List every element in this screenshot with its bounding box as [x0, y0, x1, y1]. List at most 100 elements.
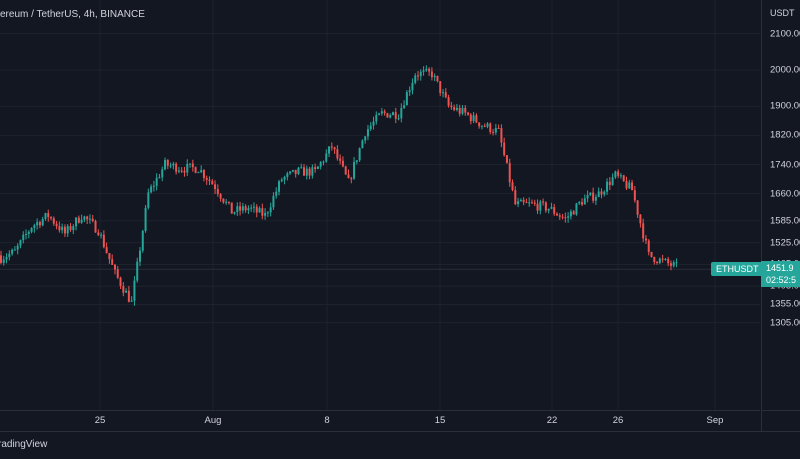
candle-body	[108, 253, 111, 260]
candle	[628, 179, 631, 189]
candle-body	[603, 191, 606, 195]
candle-body	[425, 68, 428, 71]
candle-body	[650, 251, 653, 257]
candle	[155, 173, 158, 191]
candle-body	[319, 162, 322, 167]
candle-body	[386, 113, 389, 118]
candle	[436, 75, 439, 83]
candle-body	[417, 75, 419, 77]
candle	[408, 86, 411, 97]
candle	[642, 218, 645, 243]
candle	[11, 248, 14, 256]
candle-body	[658, 258, 661, 263]
price-tick-label: 2100.00	[770, 28, 800, 40]
tradingview-logo[interactable]: radingView	[0, 439, 48, 450]
candle-body	[628, 182, 631, 189]
candle-body	[33, 225, 36, 229]
candle	[647, 239, 650, 256]
candle-body	[378, 113, 381, 115]
candle-body	[408, 90, 411, 93]
candle-body	[261, 208, 264, 216]
candle-body	[517, 201, 520, 205]
candle-body	[483, 125, 486, 127]
time-tick-label: Sep	[706, 415, 724, 426]
candle	[72, 224, 75, 235]
chart-pane[interactable]: ereum / TetherUS, 4h, BINANCE	[0, 0, 760, 410]
candle	[575, 202, 578, 216]
candle-body	[439, 81, 442, 94]
candle-body	[83, 216, 86, 220]
candle	[322, 160, 325, 166]
candle-body	[289, 171, 292, 174]
candle-body	[325, 153, 328, 162]
candle	[233, 211, 236, 215]
candle	[30, 227, 33, 234]
candle-body	[455, 107, 458, 110]
candle-body	[38, 222, 41, 226]
candle	[644, 235, 647, 244]
candle	[442, 89, 445, 98]
candle	[225, 198, 228, 205]
candle	[8, 250, 11, 261]
candle	[208, 176, 211, 185]
candle-body	[675, 262, 678, 264]
candle-body	[350, 178, 353, 180]
candle-body	[581, 202, 584, 205]
candle-body	[494, 127, 497, 133]
candle	[108, 253, 111, 264]
candle	[241, 202, 244, 214]
candlestick-plot[interactable]	[0, 0, 760, 410]
candle	[405, 89, 408, 106]
candle-body	[252, 206, 255, 208]
time-axis[interactable]: 25 Aug 8 15 22 26 Sep	[0, 410, 760, 431]
price-axis[interactable]: USDT 2100.00 2000.00 1900.00 1820.00 1740.00…	[761, 0, 800, 410]
candle-body	[136, 261, 139, 281]
candle-body	[280, 179, 283, 182]
candle-body	[22, 234, 25, 241]
candle	[303, 164, 306, 176]
candle	[33, 223, 36, 233]
price-tick-label: 2000.00	[770, 64, 800, 76]
candle	[333, 146, 336, 154]
candle	[116, 266, 119, 280]
candle-body	[75, 217, 78, 227]
candle-body	[539, 201, 542, 211]
last-price-value: 1451.9	[766, 263, 794, 274]
candle	[189, 163, 192, 168]
candle-body	[225, 201, 228, 203]
candle	[172, 161, 175, 170]
candle	[58, 221, 61, 233]
candle-body	[536, 203, 539, 211]
candle-body	[542, 201, 545, 203]
symbol-legend[interactable]: ereum / TetherUS, 4h, BINANCE	[0, 9, 145, 20]
candle-body	[622, 175, 625, 182]
price-tick-label: 1585.00	[770, 215, 800, 227]
candle-body	[503, 142, 506, 156]
candle-body	[380, 111, 383, 114]
candle-body	[458, 107, 461, 114]
candle-body	[330, 146, 333, 148]
candle-body	[300, 167, 303, 169]
candle	[617, 169, 620, 179]
candle-body	[358, 148, 361, 161]
candle	[511, 179, 514, 192]
candle	[639, 214, 642, 228]
candle	[305, 165, 308, 180]
candle	[341, 156, 344, 168]
candle	[252, 202, 255, 213]
candle-body	[55, 223, 58, 227]
candle	[517, 197, 520, 208]
bar-countdown: 02:52:5	[766, 275, 797, 286]
candle-body	[147, 192, 150, 208]
candle	[227, 201, 230, 205]
candle	[611, 173, 614, 186]
candle-body	[236, 206, 239, 213]
candle-body	[191, 163, 194, 168]
candle	[353, 157, 356, 180]
candle-body	[144, 207, 147, 231]
candle-body	[464, 107, 467, 113]
candle-body	[175, 163, 178, 172]
candle	[450, 101, 453, 110]
candle-body	[633, 190, 636, 201]
